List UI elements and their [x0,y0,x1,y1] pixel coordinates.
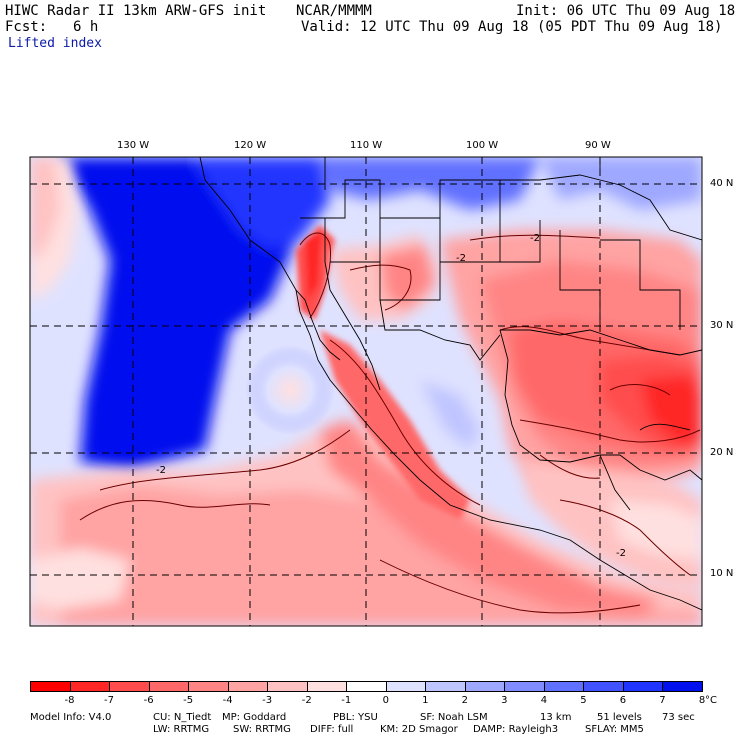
org-label: NCAR/MMMM [296,3,372,19]
colorbar-tick-label: -3 [262,695,273,706]
field-name: Lifted index [8,36,102,51]
diffusion-option: DIFF: full [310,724,354,735]
surface-scheme: SF: Noah LSM [420,712,488,723]
caribbean-region [520,460,702,590]
colorbar-swatch [504,681,545,692]
lat-label: 30 N [710,320,734,331]
cumulus-scheme: CU: N_Tiedt [153,712,212,723]
colorbar-tick-label: 8 [698,695,706,706]
lon-label: 120 W [234,140,267,151]
colorbar-tick-label: 6 [619,695,627,706]
mexican-plateau [380,340,520,480]
shortwave-scheme: SW: RRTMG [233,724,291,735]
colorbar-tick-label: 7 [659,695,666,706]
grid-resolution: 13 km [540,712,572,723]
colorbar-swatch [543,681,585,692]
colorbar-swatch [188,681,229,692]
forecast-hours: 6 h [73,19,99,35]
longwave-scheme: LW: RRTMG [153,724,210,735]
colorbar-swatch [109,681,150,692]
colorbar-tick-label: 1 [422,695,429,706]
vertical-levels: 51 levels [597,712,642,723]
lat-label: 40 N [710,178,734,189]
colorbar-swatch [306,681,348,692]
colorbar-tick-label: 0 [382,695,389,706]
colorbar-swatch [30,681,71,692]
offshore-eddy [245,345,335,435]
colorbar-tick-label: -1 [341,695,352,706]
time-step: 73 sec [662,712,695,723]
colorbar-tick-label: -2 [301,695,312,706]
colorbar-tick-label: -5 [183,695,194,706]
lon-label: 110 W [350,140,383,151]
colorbar-tick-label: 5 [580,695,587,706]
colorbar-tick-label: -6 [143,695,154,706]
colorbar-swatch [346,681,387,692]
contour-lines [79,232,701,614]
colorbar-tick-label: -8 [64,695,75,706]
colorbar-unit: °C [705,695,717,706]
valid-time: Valid: 12 UTC Thu 09 Aug 18 (05 PDT Thu … [301,19,723,35]
microphysics-scheme: MP: Goddard [222,712,287,723]
colorbar-swatch [227,681,269,692]
colorbar-swatch [464,681,506,692]
political-boundaries [199,157,702,611]
colorbar-tick-label: 2 [461,695,468,706]
colorbar-swatch [583,681,624,692]
colorbar-swatch [385,681,427,692]
colorbar-swatch [662,681,703,692]
lon-label: 130 W [117,140,150,151]
colorbar-swatch [69,681,111,692]
colorbar-tick-label: -4 [222,695,233,706]
model-info: Model Info: V4.0 [30,712,112,723]
colorbar-tick-label: -7 [104,695,115,706]
lat-label: 10 N [710,568,734,579]
contour-value-label: -2 [530,233,540,244]
colorbar-tick-label: 4 [540,695,548,706]
lat-label: 20 N [710,447,734,458]
forecast-label: Fcst: [5,19,48,35]
colorbar-swatch [267,681,308,692]
southwest-us [330,235,440,320]
lon-label: 100 W [466,140,499,151]
product-title: HIWC Radar II 13km ARW-GFS init [5,3,267,19]
contour-value-label: -2 [156,465,166,476]
colorbar-swatch [425,681,466,692]
gulf-of-mexico-unstable [440,230,702,500]
damping-option: DAMP: Rayleigh3 [473,724,559,735]
colorbar-tick-label: 3 [501,695,508,706]
contour-value-label: -2 [456,253,466,264]
colorbar-swatch [148,681,190,692]
init-time: Init: 06 UTC Thu 09 Aug 18 [516,3,736,19]
pbl-scheme: PBL: YSU [333,712,378,723]
km-option: KM: 2D Smagor [380,724,458,735]
nw-swirl [30,157,78,300]
contour-value-label: -2 [616,548,626,559]
lon-label: 90 W [585,140,611,151]
colorbar-swatch [622,681,664,692]
lat-lon-grid [30,157,702,626]
surface-layer-option: SFLAY: MM5 [585,724,644,735]
map-frame [29,156,703,627]
